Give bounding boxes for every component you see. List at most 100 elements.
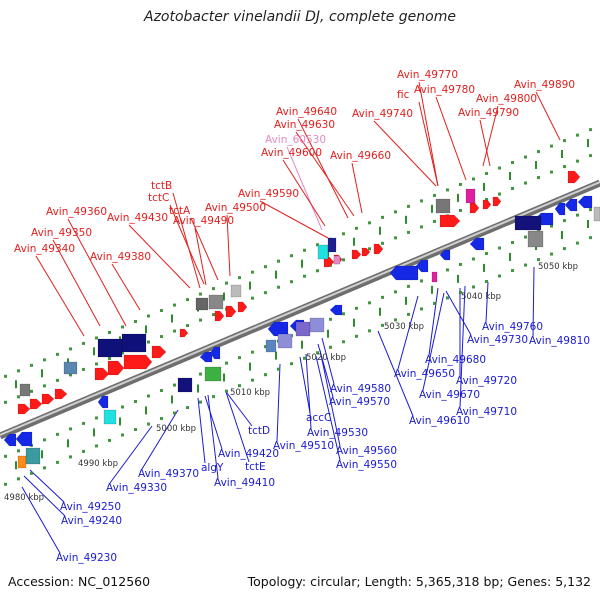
track-dot (550, 170, 553, 174)
track-dot (160, 335, 163, 339)
genome-summary: Topology: circular; Length: 5,365,318 bp… (247, 574, 591, 589)
track-dot (238, 384, 241, 388)
track-dot (212, 313, 215, 317)
track-dot (329, 317, 332, 321)
track-dot (407, 284, 410, 288)
track-dot (173, 329, 176, 333)
forward-gene (151, 345, 167, 359)
track-dot (550, 144, 553, 148)
gene-block (204, 366, 222, 382)
rna-gene (431, 271, 438, 283)
track-dot (355, 334, 358, 338)
track-dot (459, 290, 462, 294)
leader-line (428, 287, 439, 356)
track-dot (355, 226, 358, 230)
reverse-gene-label: Avin_49230 (56, 552, 117, 564)
forward-gene-label: Avin_49630 (274, 119, 335, 131)
track-dot (368, 247, 371, 251)
track-dot (316, 351, 319, 355)
forward-gene-label: Avin_49340 (14, 243, 75, 255)
track-dot (303, 274, 306, 278)
track-dot (511, 241, 514, 245)
leader-line (482, 105, 499, 167)
reverse-gene (469, 237, 485, 251)
track-dot (381, 295, 384, 299)
track-dot (342, 340, 345, 344)
track-dot (316, 269, 319, 273)
track-dot (238, 356, 241, 360)
reverse-gene (329, 304, 343, 316)
leader-line (52, 239, 101, 327)
forward-gene (469, 202, 480, 214)
track-dot (576, 133, 579, 137)
track-dot (485, 197, 488, 201)
reverse-gene-label: Avin_49710 (456, 406, 517, 418)
track-dot (173, 303, 176, 307)
track-dot (498, 246, 501, 250)
leader-line (141, 409, 179, 470)
track-dot (446, 268, 449, 272)
leader-line (535, 91, 561, 141)
track-dot (550, 224, 553, 228)
leader-line (29, 469, 65, 503)
track-dot (147, 422, 150, 426)
forward-gene (225, 305, 237, 318)
track-dot (420, 279, 423, 283)
tick-label: 5010 kbp (230, 388, 270, 398)
leader-line (299, 356, 311, 414)
reverse-gene-label: Avin_49410 (214, 477, 275, 489)
reverse-gene (564, 198, 578, 212)
forward-gene (54, 388, 68, 400)
rna-gene (25, 447, 41, 465)
leader-line (351, 162, 363, 214)
forward-gene-label: Avin_49770 (397, 69, 458, 81)
reverse-gene-label: Avin_49530 (307, 427, 368, 439)
track-dot (472, 285, 475, 289)
track-dot (342, 232, 345, 236)
leader-line (194, 227, 207, 286)
track-dot (576, 213, 579, 217)
forward-gene (361, 247, 371, 257)
forward-gene (123, 354, 153, 370)
track-dot (173, 411, 176, 415)
track-dot (82, 449, 85, 453)
track-dot (485, 251, 488, 255)
track-dot (251, 296, 254, 300)
track-dot (121, 405, 124, 409)
gene-block (97, 338, 123, 358)
track-dot (108, 356, 111, 360)
rna-gene (333, 255, 341, 265)
reverse-gene-label: Avin_49670 (419, 389, 480, 401)
track-dot (316, 243, 319, 247)
track-dot (82, 341, 85, 345)
forward-gene-label: tctA (169, 205, 191, 217)
track-dot (17, 477, 20, 481)
track-dot (17, 369, 20, 373)
forward-gene-label: Avin_49800 (476, 93, 537, 105)
leader-line (169, 204, 205, 285)
forward-gene-label: Avin_49500 (205, 202, 266, 214)
track-dot (446, 296, 449, 300)
track-dot (576, 241, 579, 245)
leader-line (435, 96, 467, 181)
reverse-gene (15, 431, 33, 447)
track-dot (56, 352, 59, 356)
track-dot (251, 350, 254, 354)
track-dot (498, 192, 501, 196)
forward-gene (41, 393, 55, 405)
forward-gene (439, 214, 461, 228)
track-dot (4, 374, 7, 378)
leader-line (418, 81, 439, 187)
leader-line (319, 349, 341, 447)
track-dot (459, 208, 462, 212)
reverse-gene-label: Avin_49650 (394, 368, 455, 380)
track-dot (108, 330, 111, 334)
leader-line (286, 146, 323, 231)
forward-gene-label: Avin_49490 (173, 215, 234, 227)
leader-line (23, 475, 66, 517)
track-dot (264, 373, 267, 377)
track-dot (511, 187, 514, 191)
tick-label: 5030 kbp (384, 322, 424, 332)
track-dot (290, 254, 293, 258)
